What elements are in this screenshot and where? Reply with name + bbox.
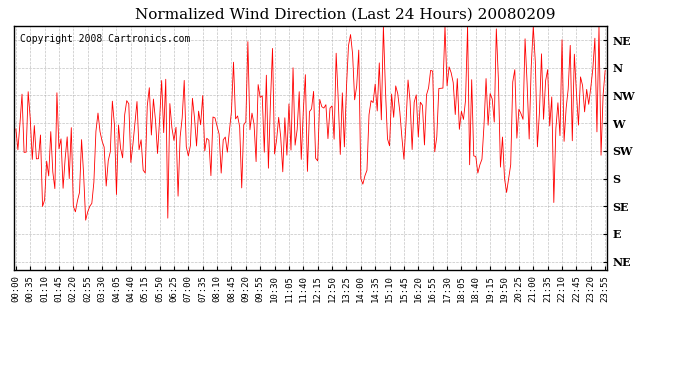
Text: Normalized Wind Direction (Last 24 Hours) 20080209: Normalized Wind Direction (Last 24 Hours… xyxy=(135,8,555,21)
Text: Copyright 2008 Cartronics.com: Copyright 2008 Cartronics.com xyxy=(20,34,190,44)
